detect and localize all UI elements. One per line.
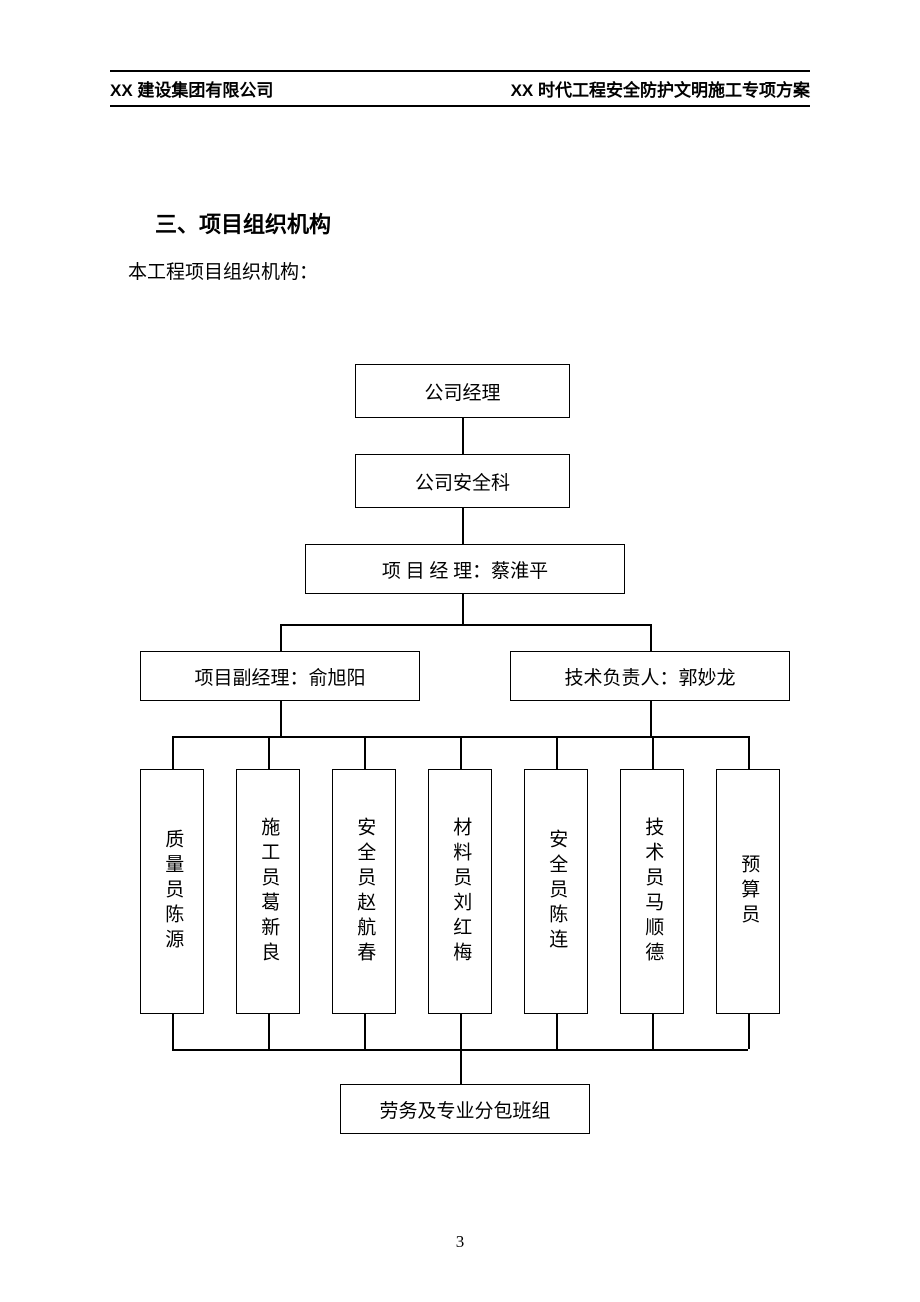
connector bbox=[172, 1014, 174, 1049]
staff-technical: 技术员马顺德 bbox=[620, 769, 684, 1014]
staff-material: 材料员刘红梅 bbox=[428, 769, 492, 1014]
connector bbox=[268, 736, 270, 769]
connector bbox=[462, 594, 464, 624]
staff-safety-2: 安全员陈连 bbox=[524, 769, 588, 1014]
node-project-manager: 项 目 经 理：蔡淮平 bbox=[305, 544, 625, 594]
connector bbox=[462, 418, 464, 454]
connector bbox=[748, 1014, 750, 1049]
connector bbox=[460, 736, 462, 769]
connector bbox=[652, 1014, 654, 1049]
node-deputy-manager: 项目副经理：俞旭阳 bbox=[140, 651, 420, 701]
document-header: XX 建设集团有限公司 XX 时代工程安全防护文明施工专项方案 bbox=[110, 70, 810, 107]
connector bbox=[650, 701, 652, 736]
header-company: XX 建设集团有限公司 bbox=[110, 76, 273, 101]
staff-construction: 施工员葛新良 bbox=[236, 769, 300, 1014]
staff-quality: 质量员陈源 bbox=[140, 769, 204, 1014]
staff-safety-1: 安全员赵航春 bbox=[332, 769, 396, 1014]
connector bbox=[364, 736, 366, 769]
connector bbox=[280, 701, 282, 736]
connector bbox=[280, 624, 650, 626]
node-safety-dept: 公司安全科 bbox=[355, 454, 570, 508]
connector bbox=[268, 1014, 270, 1049]
connector bbox=[748, 736, 750, 769]
connector bbox=[556, 736, 558, 769]
connector bbox=[652, 736, 654, 769]
connector bbox=[172, 1049, 748, 1051]
connector bbox=[364, 1014, 366, 1049]
node-tech-lead: 技术负责人：郭妙龙 bbox=[510, 651, 790, 701]
connector bbox=[462, 508, 464, 544]
intro-text: 本工程项目组织机构： bbox=[128, 257, 810, 284]
org-chart: 公司经理 公司安全科 项 目 经 理：蔡淮平 项目副经理：俞旭阳 技术负责人：郭… bbox=[110, 364, 810, 1154]
connector bbox=[280, 624, 282, 651]
connector bbox=[172, 736, 174, 769]
header-project: XX 时代工程安全防护文明施工专项方案 bbox=[511, 76, 810, 101]
connector bbox=[556, 1014, 558, 1049]
section-title: 三、项目组织机构 bbox=[155, 207, 810, 239]
connector bbox=[650, 624, 652, 651]
node-labor-team: 劳务及专业分包班组 bbox=[340, 1084, 590, 1134]
staff-budget: 预算员 bbox=[716, 769, 780, 1014]
node-company-manager: 公司经理 bbox=[355, 364, 570, 418]
page-number: 3 bbox=[456, 1232, 465, 1252]
